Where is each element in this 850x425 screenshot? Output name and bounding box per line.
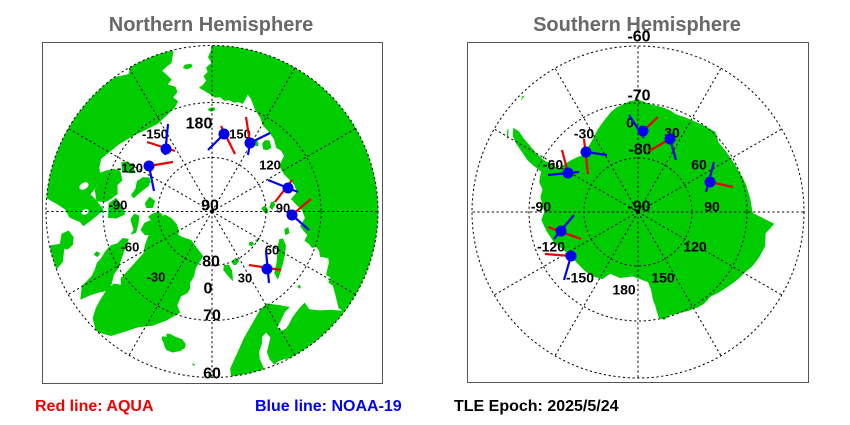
svg-text:80: 80 (202, 254, 220, 271)
svg-text:-30: -30 (574, 126, 594, 142)
svg-text:-70: -70 (627, 88, 650, 105)
svg-text:120: 120 (259, 158, 281, 173)
svg-text:60: 60 (203, 366, 221, 383)
svg-text:-150: -150 (142, 127, 168, 142)
svg-text:180: 180 (186, 116, 213, 133)
svg-text:0: 0 (204, 281, 213, 298)
svg-text:-90: -90 (627, 199, 650, 216)
svg-text:90: 90 (276, 201, 290, 216)
svg-text:Southern Hemisphere: Southern Hemisphere (533, 14, 741, 36)
svg-text:60: 60 (265, 243, 279, 258)
svg-text:-60: -60 (627, 29, 650, 46)
svg-text:Northern Hemisphere: Northern Hemisphere (109, 14, 314, 36)
svg-text:150: 150 (651, 270, 675, 286)
svg-text:60: 60 (691, 157, 707, 173)
svg-text:180: 180 (612, 282, 636, 298)
svg-text:150: 150 (229, 127, 251, 142)
svg-text:-120: -120 (537, 239, 565, 255)
svg-text:Red line: AQUA: Red line: AQUA (35, 398, 154, 415)
svg-text:-90: -90 (109, 198, 128, 213)
svg-text:Blue line: NOAA-19: Blue line: NOAA-19 (255, 398, 402, 415)
svg-text:-30: -30 (147, 270, 166, 285)
svg-text:-60: -60 (121, 240, 140, 255)
svg-text:0: 0 (626, 115, 634, 131)
svg-text:90: 90 (704, 199, 720, 215)
svg-text:30: 30 (238, 271, 252, 286)
svg-text:90: 90 (201, 198, 219, 215)
svg-text:-150: -150 (566, 270, 594, 286)
svg-text:-80: -80 (628, 142, 651, 159)
svg-text:120: 120 (683, 239, 707, 255)
svg-text:-60: -60 (543, 157, 563, 173)
svg-text:70: 70 (203, 308, 221, 325)
svg-text:-90: -90 (531, 199, 551, 215)
svg-text:-120: -120 (117, 161, 143, 176)
svg-text:TLE Epoch: 2025/5/24: TLE Epoch: 2025/5/24 (454, 398, 619, 415)
